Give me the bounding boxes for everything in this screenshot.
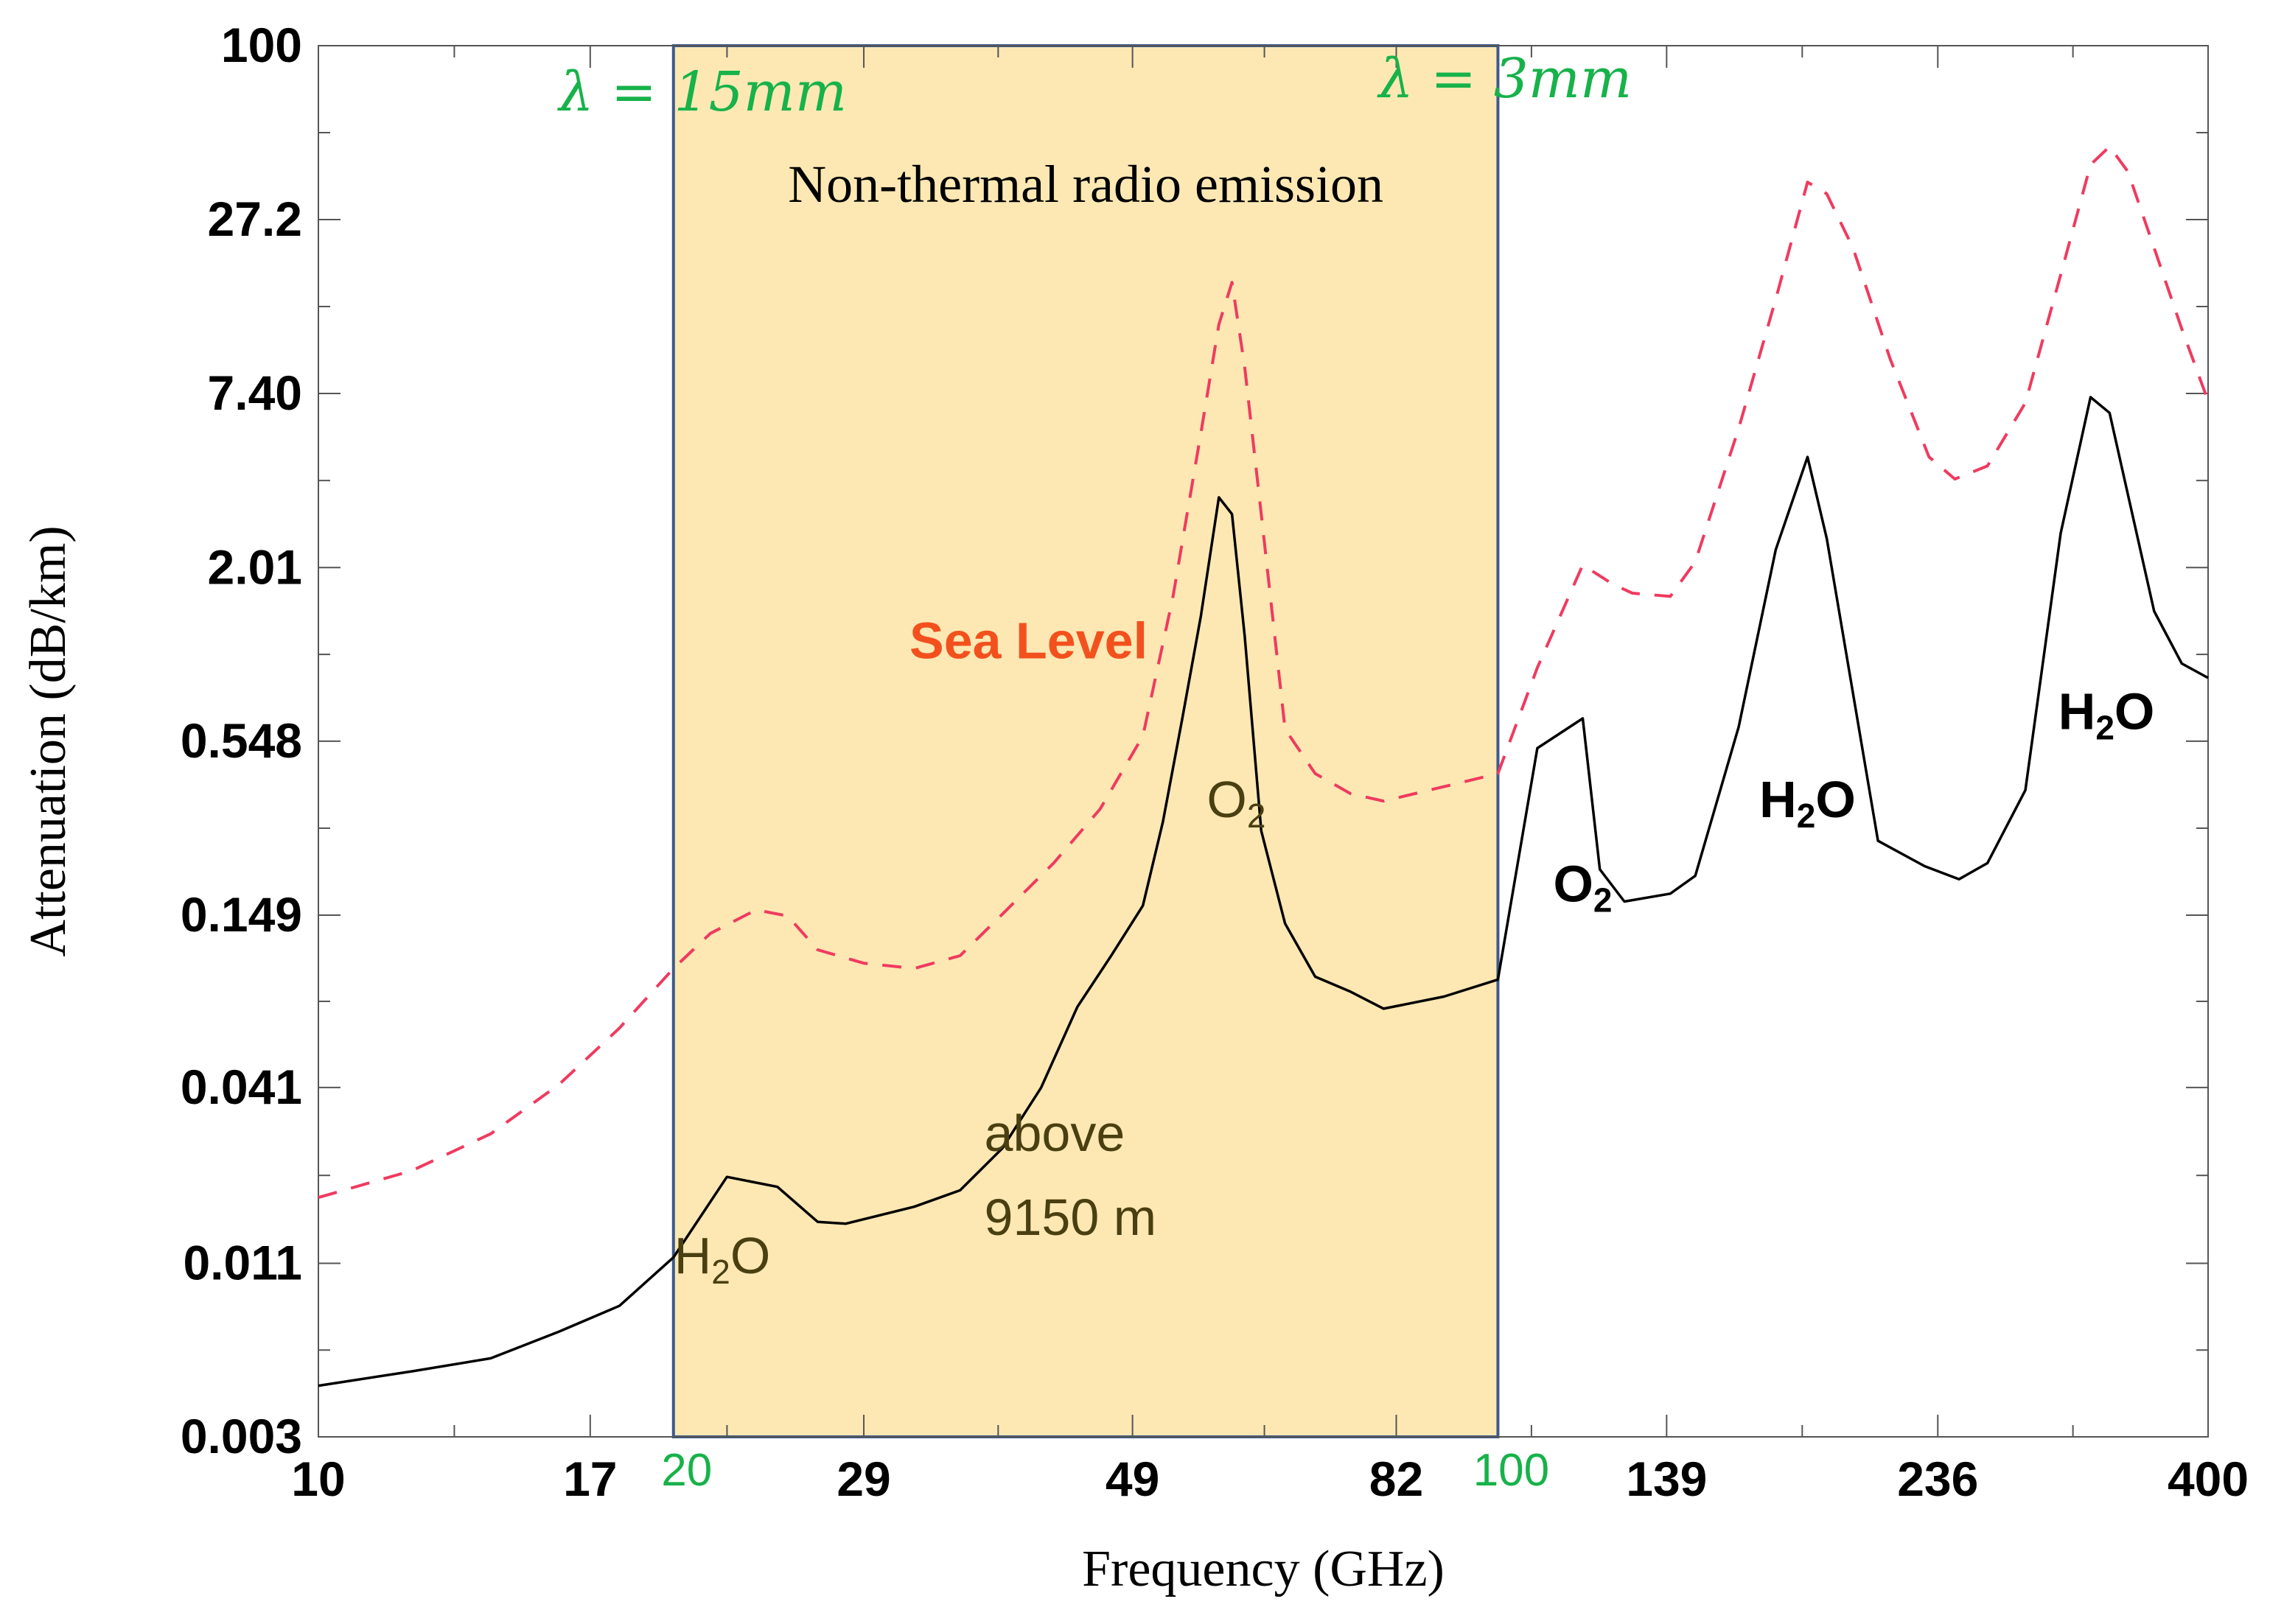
x-tick-label: 139: [1626, 1452, 1707, 1506]
subscript: 2: [2095, 708, 2114, 746]
y-tick-label: 0.149: [181, 887, 302, 942]
y-tick-label: 0.041: [181, 1060, 302, 1114]
y-tick-label: 0.011: [183, 1235, 302, 1289]
element-symbol: H: [674, 1227, 712, 1284]
subscript: 2: [711, 1253, 730, 1291]
subscript: 2: [1593, 881, 1613, 920]
label-o2-60: O2: [1206, 771, 1265, 835]
element-symbol: O: [1815, 771, 1855, 828]
y-axis-title: Attenuation (dB/km): [20, 525, 77, 956]
y-tick-label: 100: [221, 18, 302, 72]
label-o2-118: O2: [1553, 855, 1612, 920]
above-altitude-label-line1: above: [985, 1105, 1125, 1162]
series-layer: [318, 144, 2210, 1387]
sea-level-line: [318, 144, 2210, 1200]
element-symbol: O: [2114, 682, 2154, 740]
x-tick-label-highlight: 20: [661, 1445, 712, 1496]
element-symbol: O: [1553, 855, 1593, 913]
x-tick-label: 29: [837, 1452, 890, 1506]
tick-marks: [318, 45, 2209, 1438]
band-title: Non-thermal radio emission: [788, 155, 1383, 214]
above-altitude-label-line2: 9150 m: [985, 1189, 1156, 1246]
tick-labels: 0.003 0.011 0.041 0.149 0.548 2.01 7.40 27.2 100…: [181, 18, 2249, 1506]
element-symbol: O: [730, 1227, 770, 1284]
x-tick-label: 49: [1106, 1452, 1159, 1506]
y-tick-label: 0.548: [181, 713, 302, 768]
label-h2o-183: H2O: [1759, 771, 1856, 835]
subscript: 2: [1247, 797, 1266, 835]
y-tick-label: 7.40: [208, 365, 302, 420]
x-tick-label-highlight: 100: [1473, 1445, 1549, 1496]
lambda-3mm-label: λ = 3mm: [1377, 47, 1632, 111]
y-tick-label: 2.01: [208, 539, 302, 594]
element-symbol: H: [2058, 682, 2096, 740]
label-h2o-22: H2O: [674, 1227, 771, 1291]
x-tick-label: 236: [1897, 1452, 1978, 1506]
x-tick-label: 17: [563, 1452, 617, 1506]
non-thermal-band: [671, 44, 1500, 1438]
element-symbol: H: [1759, 771, 1797, 828]
high-altitude-line: [318, 396, 2209, 1387]
x-axis-title: Frequency (GHz): [1082, 1541, 1445, 1597]
sea-level-label: Sea Level: [909, 612, 1148, 669]
x-tick-label: 400: [2168, 1452, 2249, 1506]
label-h2o-325: H2O: [2058, 682, 2155, 746]
lambda-15mm-label: λ = 15mm: [557, 60, 847, 124]
subscript: 2: [1797, 797, 1816, 835]
element-symbol: O: [1206, 771, 1246, 828]
y-tick-label: 27.2: [208, 192, 302, 246]
x-tick-label: 10: [291, 1452, 345, 1506]
y-tick-label: 0.003: [181, 1409, 302, 1463]
x-tick-label: 82: [1369, 1452, 1423, 1506]
